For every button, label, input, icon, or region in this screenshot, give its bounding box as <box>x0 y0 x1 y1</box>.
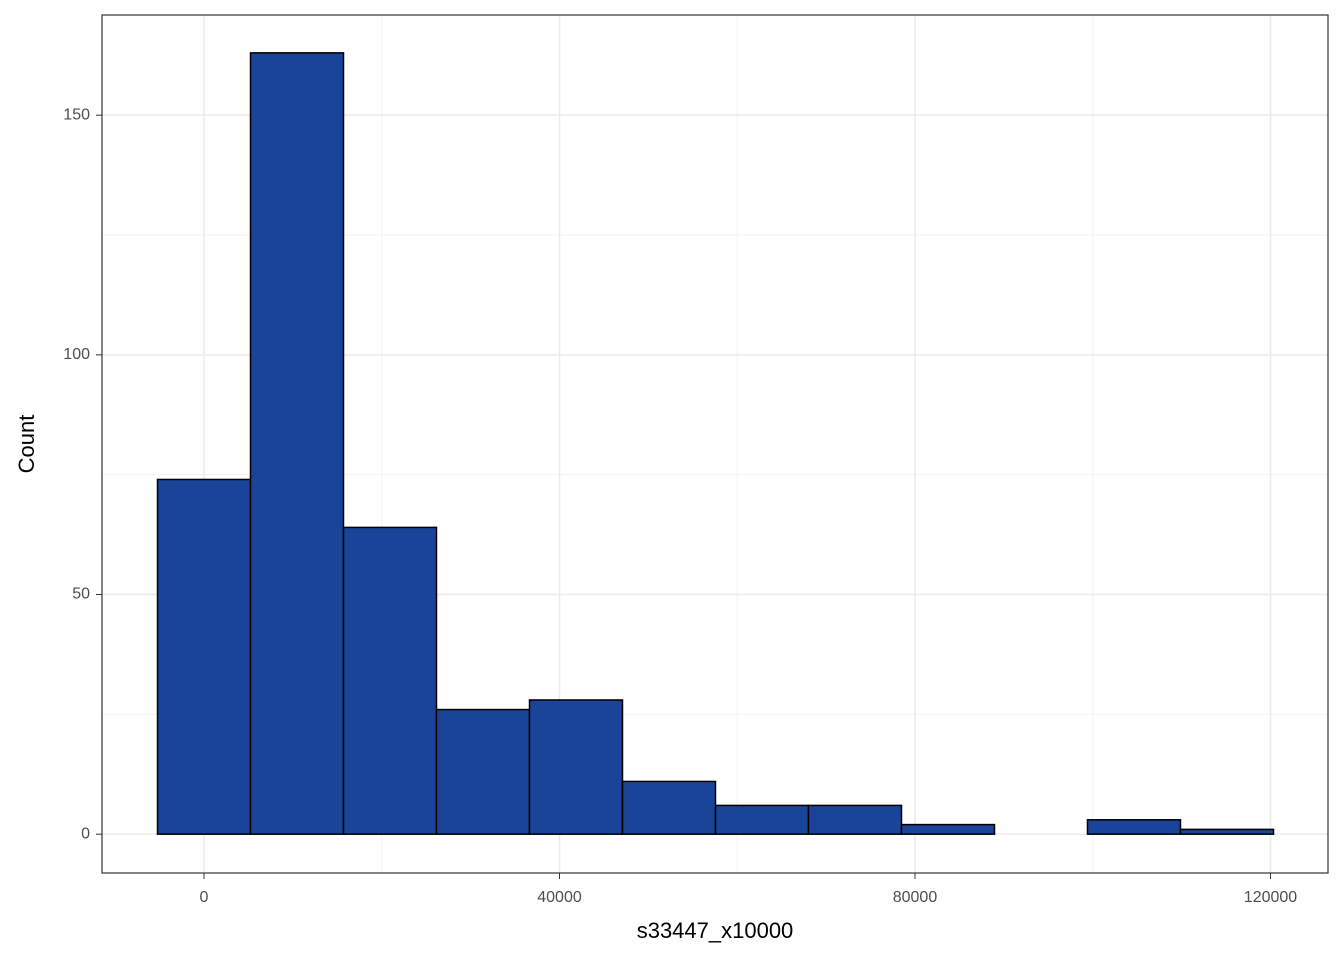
y-axis-title: Count <box>14 415 39 474</box>
x-tick-label: 0 <box>200 889 209 906</box>
x-tick-label: 40000 <box>537 889 582 906</box>
y-tick-label: 100 <box>63 346 90 363</box>
panel-border <box>101 14 1329 874</box>
bar <box>1179 828 1275 835</box>
y-tick-label: 50 <box>72 586 90 603</box>
x-tick-label: 80000 <box>893 889 938 906</box>
bar <box>528 699 624 835</box>
bar <box>249 52 345 835</box>
bar <box>900 823 996 835</box>
bar <box>435 708 531 835</box>
bar <box>156 478 252 835</box>
bar <box>807 804 903 835</box>
y-tick-label: 150 <box>63 106 90 123</box>
bar <box>621 780 717 835</box>
x-tick-label: 120000 <box>1244 889 1297 906</box>
bar <box>342 526 438 835</box>
bar <box>714 804 810 835</box>
x-axis-title: s33447_x10000 <box>637 918 794 943</box>
y-tick-label: 0 <box>81 825 90 842</box>
bar <box>1086 819 1182 835</box>
